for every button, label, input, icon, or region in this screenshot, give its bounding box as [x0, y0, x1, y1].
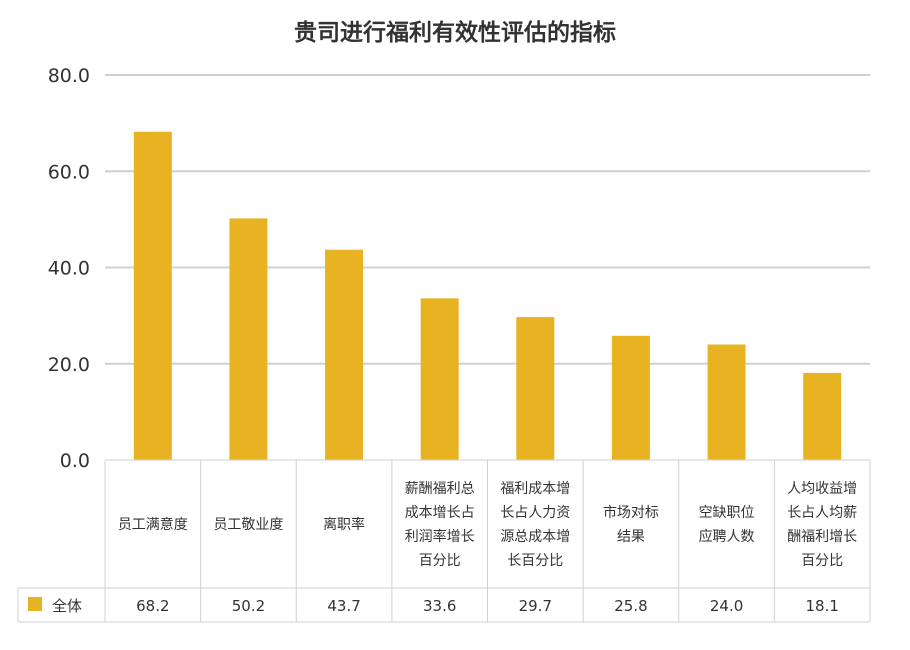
- category-label: 员工满意度: [118, 516, 188, 533]
- data-label: 50.2: [232, 597, 265, 615]
- bar: [611, 335, 650, 460]
- bar: [516, 317, 555, 460]
- data-table: 员工满意度 员工敬业度 离职率 薪酬福利总成本增长占利润率增长百分比福利成本增长占人力…: [17, 459, 871, 623]
- y-tick-label: 40.0: [48, 258, 90, 280]
- category-label: 市场对标结果: [603, 504, 659, 545]
- bar: [420, 298, 459, 460]
- y-tick-label: 60.0: [48, 161, 90, 183]
- gridlines: [105, 74, 870, 365]
- category-label: 离职率: [323, 516, 365, 533]
- data-label: 18.1: [805, 597, 838, 615]
- category-label: 福利成本增长占人力资源总成本增长百分比: [500, 481, 570, 569]
- data-label: 24.0: [710, 597, 743, 615]
- bar: [325, 249, 364, 460]
- legend-label: 全体: [52, 597, 82, 615]
- category-label: 薪酬福利总成本增长占利润率增长百分比: [405, 481, 475, 569]
- data-label: 33.6: [423, 597, 456, 615]
- data-label: 29.7: [519, 597, 552, 615]
- chart-title: 贵司进行福利有效性评估的指标: [294, 19, 616, 46]
- data-label: 68.2: [136, 597, 169, 615]
- category-label: 人均收益增长占人均薪酬福利增长百分比: [787, 481, 857, 569]
- y-tick-label: 0.0: [60, 450, 90, 472]
- bars: [133, 131, 842, 460]
- y-axis: 0.0 20.0 40.0 60.0 80.0: [48, 65, 90, 472]
- data-label: 25.8: [614, 597, 647, 615]
- category-label: 空缺职位应聘人数: [699, 505, 755, 545]
- bar: [229, 218, 268, 460]
- bar: [133, 131, 172, 460]
- data-label: 43.7: [327, 597, 360, 615]
- bar: [707, 344, 746, 460]
- legend-swatch: [28, 597, 42, 611]
- y-tick-label: 20.0: [48, 354, 90, 376]
- category-label: 员工敬业度: [213, 517, 283, 533]
- bar: [803, 372, 842, 460]
- y-tick-label: 80.0: [48, 65, 90, 87]
